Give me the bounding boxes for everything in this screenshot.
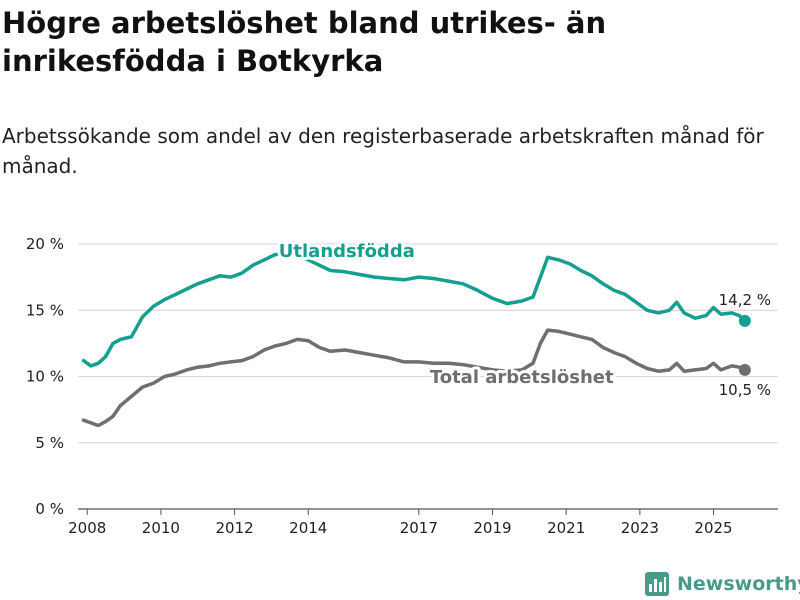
y-tick-label: 5 % xyxy=(35,434,64,452)
y-tick-label: 10 % xyxy=(26,368,64,386)
x-tick-label: 2021 xyxy=(547,519,585,537)
axes: 0 % 5 % 10 % 15 % 20 % 2008 2010 2012 2014 2017 20… xyxy=(26,235,733,537)
bar-chart-logo-icon xyxy=(645,572,669,596)
brand-logo: Newsworthy xyxy=(645,570,800,598)
x-tick-label: 2008 xyxy=(68,519,106,537)
series-label-halo: Utlandsfödda xyxy=(279,241,415,262)
x-tick-label: 2023 xyxy=(621,519,659,537)
end-value-label: 10,5 % xyxy=(719,381,771,399)
series-label-halo: Total arbetslöshet xyxy=(430,367,614,388)
grid-lines xyxy=(78,243,778,510)
x-tick-label: 2017 xyxy=(400,519,438,537)
x-tick-label: 2025 xyxy=(694,519,732,537)
series-label: Total arbetslöshet xyxy=(430,367,614,388)
series-end-point xyxy=(738,363,751,376)
series-lines xyxy=(81,251,751,428)
end-value-label: 14,2 % xyxy=(719,291,771,309)
y-tick-label: 0 % xyxy=(35,500,64,518)
x-tick-label: 2012 xyxy=(215,519,253,537)
series-line-utlandsfödda xyxy=(81,251,747,368)
chart-title: Högre arbetslöshet bland utrikes- än inr… xyxy=(2,6,607,78)
y-tick-label: 15 % xyxy=(26,301,64,319)
series-end-point xyxy=(738,314,751,327)
x-tick-label: 2010 xyxy=(142,519,180,537)
series-line-total-arbetslöshet xyxy=(81,328,747,428)
chart-subtitle: Arbetssökande som andel av den registerb… xyxy=(2,124,764,178)
y-tick-label: 20 % xyxy=(26,235,64,253)
x-tick-label: 2019 xyxy=(473,519,511,537)
x-tick-label: 2014 xyxy=(289,519,327,537)
series-label: Utlandsfödda xyxy=(279,241,415,262)
brand-name: Newsworthy xyxy=(677,573,800,595)
